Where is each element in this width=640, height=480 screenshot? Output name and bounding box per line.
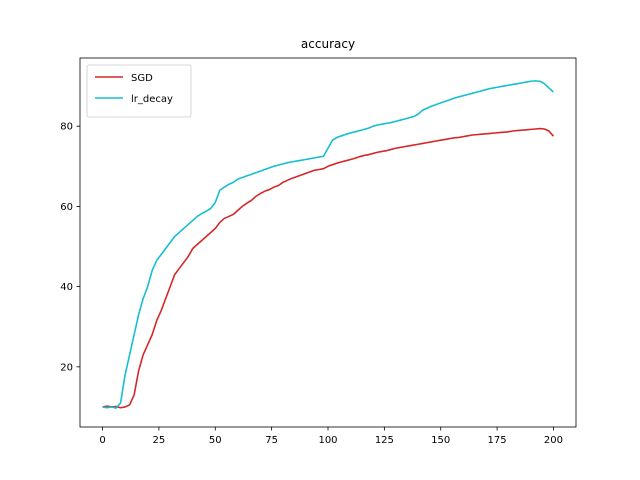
- series-layer: [102, 80, 555, 409]
- series-line-sgd: [102, 127, 555, 409]
- legend-box: [86, 64, 192, 118]
- y-tick-label: 80: [60, 122, 73, 133]
- x-tick-label: 150: [431, 435, 450, 446]
- y-tick-label: 40: [60, 282, 73, 293]
- chart-title: accuracy: [301, 37, 355, 51]
- legend: SGD lr_decay: [86, 64, 192, 118]
- series-line-lr-decay: [102, 80, 554, 409]
- y-tick-label: 60: [60, 202, 73, 213]
- x-tick-label: 100: [318, 435, 337, 446]
- x-tick-label: 175: [488, 435, 507, 446]
- x-tick-label: 75: [265, 435, 278, 446]
- x-tick-label: 25: [153, 435, 166, 446]
- axes: 0 25 50 75 100 125 150 175 200 20 40 60 80: [60, 57, 577, 446]
- x-tick-label: 125: [375, 435, 394, 446]
- x-tick-label: 0: [99, 435, 105, 446]
- y-tick-label: 20: [60, 362, 73, 373]
- legend-label: SGD: [131, 73, 153, 84]
- legend-label: lr_decay: [131, 94, 173, 105]
- x-tick-label: 50: [209, 435, 222, 446]
- x-tick-label: 200: [544, 435, 563, 446]
